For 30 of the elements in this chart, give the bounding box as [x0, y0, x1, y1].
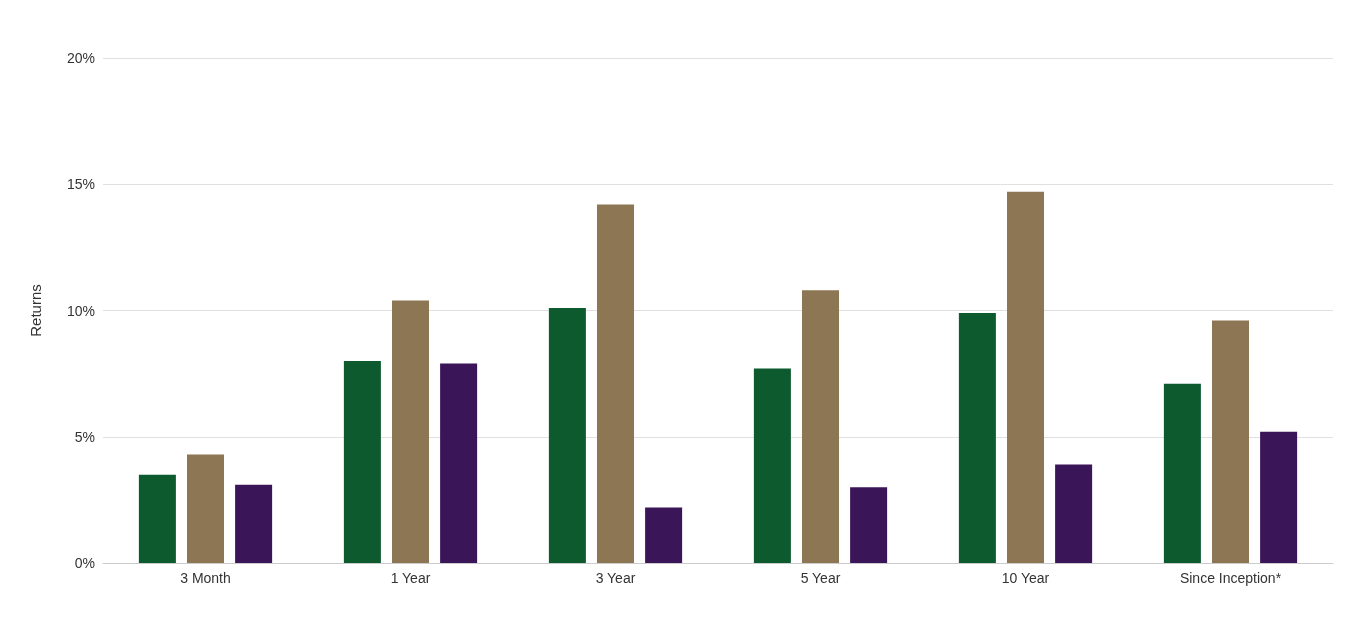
x-tick-label: 1 Year	[390, 570, 431, 586]
bar	[801, 290, 840, 563]
bar	[138, 474, 176, 563]
bar	[958, 313, 996, 563]
x-tick-label: 10 Year	[1001, 570, 1050, 586]
bar	[1006, 191, 1045, 563]
x-tick-label: Since Inception*	[1179, 570, 1282, 586]
bar	[1260, 431, 1298, 563]
bar	[1055, 464, 1093, 563]
x-tick-label: 3 Year	[595, 570, 636, 586]
bar	[1211, 320, 1250, 563]
bar	[645, 507, 683, 563]
bar	[391, 300, 430, 563]
x-tick-label: 3 Month	[180, 570, 231, 586]
bar	[1163, 383, 1201, 563]
y-axis-title: Returns	[27, 284, 44, 337]
x-tick-label: 5 Year	[800, 570, 841, 586]
bar	[548, 307, 586, 563]
y-tick-label: 5%	[74, 428, 95, 445]
bar	[596, 204, 635, 563]
bar	[440, 363, 478, 563]
y-tick-label: 20%	[66, 50, 95, 66]
y-tick-label: 15%	[66, 176, 95, 193]
bar	[753, 368, 791, 563]
bar	[850, 487, 888, 563]
y-tick-label: 0%	[74, 555, 95, 571]
y-tick-label: 10%	[66, 302, 95, 319]
bar	[343, 361, 381, 563]
bar	[186, 454, 225, 563]
bar	[235, 484, 273, 563]
